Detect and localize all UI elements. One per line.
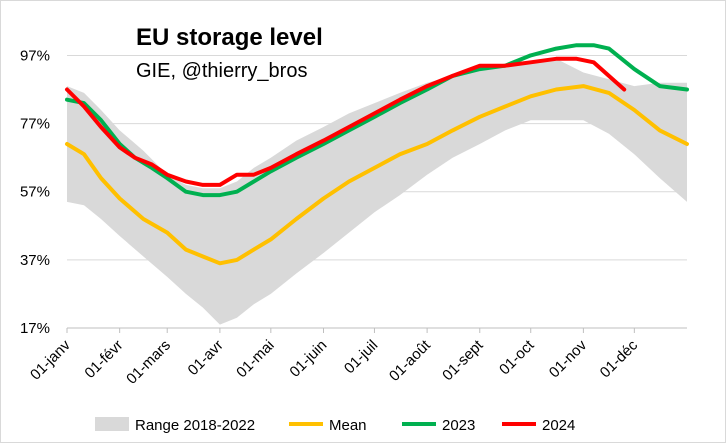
x-tick-label: 01-nov <box>546 336 591 381</box>
chart-title: EU storage level <box>136 24 323 51</box>
y-tick-label: 77% <box>20 116 50 133</box>
series-line-2023 <box>65 43 689 198</box>
x-tick-label: 01-mars <box>123 337 174 388</box>
y-axis-ticks: 17% 37% 57% 77% 97% <box>20 47 50 337</box>
x-tick-label: 01-août <box>386 336 435 385</box>
x-tick-label: 01-mai <box>233 337 277 381</box>
y-tick-label: 57% <box>20 184 50 201</box>
band-range-2018-2022 <box>67 58 687 325</box>
y-tick-label: 37% <box>20 252 50 269</box>
legend-swatch-range-2018-2022 <box>95 417 129 431</box>
x-tick-label: 01-juil <box>341 337 381 377</box>
series-line-2024 <box>65 56 627 187</box>
x-tick-label: 01-juin <box>286 337 330 381</box>
legend-label-mean: Mean <box>329 417 367 434</box>
legend-label-2023: 2023 <box>442 417 475 434</box>
legend-label-range-2018-2022: Range 2018-2022 <box>135 417 255 434</box>
y-tick-label: 17% <box>20 320 50 337</box>
x-tick-label: 01-janv <box>27 336 74 383</box>
x-tick-label: 01-sept <box>439 336 487 384</box>
legend-label-2024: 2024 <box>542 417 575 434</box>
x-tick-label: 01-févr <box>81 337 126 382</box>
series-lines <box>65 43 689 266</box>
series-line-mean <box>65 84 689 266</box>
x-tick-label: 01-oct <box>496 336 538 378</box>
legend: Range 2018-2022 Mean 2023 2024 <box>95 417 575 434</box>
y-tick-label: 97% <box>20 47 50 64</box>
chart-subtitle: GIE, @thierry_bros <box>136 60 307 82</box>
range-band <box>67 58 687 325</box>
x-tick-label: 01-avr <box>185 337 227 379</box>
x-tick-label: 01-déc <box>597 336 642 381</box>
